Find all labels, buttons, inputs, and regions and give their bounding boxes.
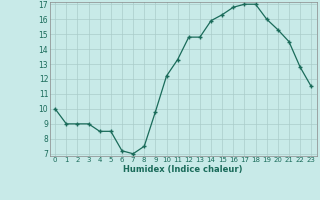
X-axis label: Humidex (Indice chaleur): Humidex (Indice chaleur) [124, 165, 243, 174]
